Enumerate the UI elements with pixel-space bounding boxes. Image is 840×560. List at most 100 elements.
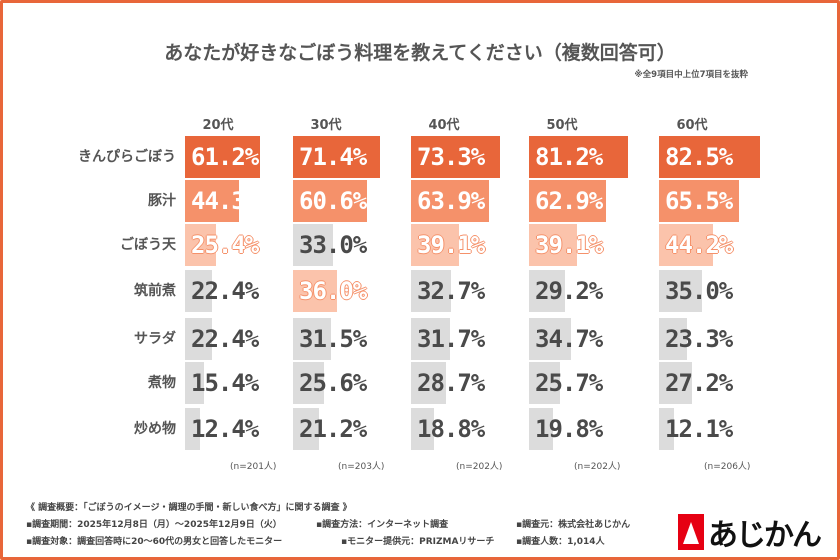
bar [293, 270, 337, 312]
category-label: きんぴらごぼう [78, 149, 176, 165]
bar [185, 408, 201, 450]
bar [185, 180, 240, 222]
data-label: 82.5% [665, 143, 733, 171]
bar [659, 180, 739, 222]
bar [529, 362, 561, 404]
bar [293, 408, 319, 450]
column-header: 50代 [546, 118, 578, 133]
footer-count: ▪調査人数：1,014人 [516, 537, 605, 547]
sample-size-label: (n=206人) [704, 462, 751, 472]
bar [659, 136, 760, 178]
data-label: 25.4% [191, 231, 259, 259]
data-label: 33.0% [299, 231, 367, 259]
bar [185, 270, 213, 312]
bar [185, 318, 213, 360]
bar [529, 408, 554, 450]
category-label: ごぼう天 [120, 237, 176, 253]
sample-size-label: (n=202人) [574, 462, 621, 472]
data-label: 27.2% [665, 369, 733, 397]
data-label: 15.4% [191, 369, 259, 397]
bar [529, 136, 629, 178]
column-header: 20代 [202, 118, 234, 133]
data-label: 62.9% [535, 187, 603, 215]
data-label: 39.1% [417, 231, 485, 259]
bar [411, 362, 446, 404]
column-header: 30代 [310, 118, 342, 133]
sample-size-label: (n=203人) [338, 462, 385, 472]
bar [293, 136, 381, 178]
bar [659, 224, 713, 266]
column-header: 40代 [428, 118, 460, 133]
category-label: 煮物 [148, 375, 176, 391]
data-label: 73.3% [417, 143, 485, 171]
data-label: 63.9% [417, 187, 485, 215]
data-label: 71.4% [299, 143, 367, 171]
data-label: 35.0% [665, 277, 733, 305]
data-label: 32.7% [417, 277, 485, 305]
bar [529, 270, 565, 312]
data-label: 29.2% [535, 277, 603, 305]
chart-note: ※全9項目中上位7項目を抜粋 [634, 70, 748, 80]
category-label: サラダ [134, 331, 176, 347]
data-label: 60.6% [299, 187, 367, 215]
data-label: 21.2% [299, 415, 367, 443]
data-label: 44.3 [191, 187, 246, 215]
data-label: 44.2% [665, 231, 733, 259]
bar [411, 270, 451, 312]
category-label: 豚汁 [148, 193, 176, 209]
footer-method: ▪調査方法：インターネット調査 [316, 520, 449, 530]
logo: あじかん [678, 510, 822, 554]
footer-heading: 《 調査概要：「ごぼうのイメージ・調理の手間・新しい食べ方」に関する調査 》 [26, 503, 352, 513]
data-label: 61.2% [191, 143, 259, 171]
bar [529, 180, 606, 222]
sample-size-label: (n=202人) [456, 462, 503, 472]
logo-mark-icon [678, 514, 704, 550]
bar [293, 318, 332, 360]
data-label: 39.1% [535, 231, 603, 259]
data-label: 65.5% [665, 187, 733, 215]
bar [293, 224, 334, 266]
bar [659, 270, 702, 312]
footer-target: ▪調査対象：調査回答時に20～60代の男女と回答したモニター [26, 537, 283, 547]
data-label: 23.3% [665, 325, 733, 353]
category-label: 筑前煮 [134, 283, 176, 299]
footer-period: ▪調査期間：2025年12月8日（月）～2025年12月9日（火） [26, 520, 282, 530]
bar [185, 136, 260, 178]
category-label: 炒め物 [134, 421, 176, 437]
data-label: 22.4% [191, 277, 259, 305]
data-label: 31.5% [299, 325, 367, 353]
data-label: 22.4% [191, 325, 259, 353]
bar [659, 408, 674, 450]
data-label: 12.4% [191, 415, 259, 443]
data-label: 31.7% [417, 325, 485, 353]
bar [185, 362, 204, 404]
bar [185, 224, 216, 266]
sample-size-label: (n=201人) [230, 462, 277, 472]
footer-provider: ▪モニター提供元：PRIZMAリサーチ [341, 537, 495, 547]
survey-footer: 《 調査概要：「ごぼうのイメージ・調理の手間・新しい食べ方」に関する調査 》 ▪… [26, 500, 630, 551]
bar [293, 362, 325, 404]
bar [529, 224, 577, 266]
bar [529, 318, 572, 360]
bar [659, 318, 688, 360]
data-label: 34.7% [535, 325, 603, 353]
footer-source: ▪調査元：株式会社あじかん [516, 520, 631, 530]
bar [659, 362, 693, 404]
bar [411, 408, 434, 450]
bar [411, 224, 459, 266]
data-label: 25.6% [299, 369, 367, 397]
bar [411, 180, 489, 222]
column-header: 60代 [676, 118, 708, 133]
bar [411, 318, 450, 360]
data-label: 19.8% [535, 415, 603, 443]
data-label: 28.7% [417, 369, 485, 397]
data-label: 36.0% [299, 277, 367, 305]
data-label: 81.2% [535, 143, 603, 171]
data-label: 18.8% [417, 415, 485, 443]
data-label: 12.1% [665, 415, 733, 443]
logo-text: あじかん [708, 518, 822, 553]
data-label: 25.7% [535, 369, 603, 397]
chart-title: あなたが好きなごぼう料理を教えてください（複数回答可） [164, 42, 676, 64]
bar [293, 180, 367, 222]
